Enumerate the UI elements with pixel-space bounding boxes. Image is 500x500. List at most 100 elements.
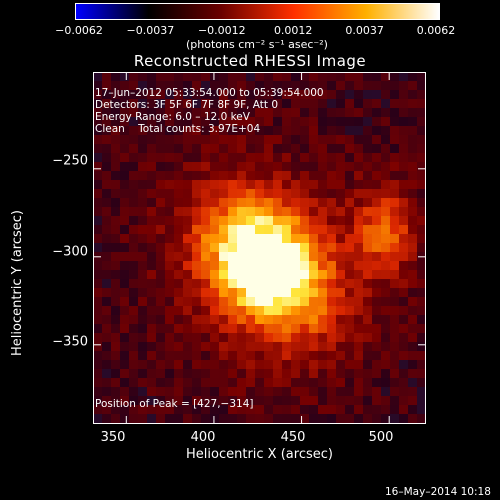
heatmap-cell <box>327 405 337 415</box>
heatmap-cell <box>399 297 409 307</box>
heatmap-cell <box>129 162 139 172</box>
heatmap-cell <box>318 297 328 307</box>
heatmap-cell <box>291 189 301 199</box>
heatmap-cell <box>399 243 409 253</box>
heatmap-cell <box>327 306 337 316</box>
heatmap-cell <box>138 405 148 415</box>
heatmap-cell <box>309 333 319 343</box>
heatmap-cell <box>192 81 202 91</box>
heatmap-cell <box>363 117 373 127</box>
heatmap-cell <box>138 153 148 163</box>
heatmap-cell <box>399 117 409 127</box>
heatmap-cell <box>165 108 175 118</box>
heatmap-cell <box>282 135 292 145</box>
heatmap-cell <box>300 162 310 172</box>
heatmap-cell <box>300 360 310 370</box>
heatmap-cell <box>147 180 157 190</box>
heatmap-cell <box>246 297 256 307</box>
heatmap-cell <box>363 396 373 406</box>
heatmap-cell <box>129 333 139 343</box>
heatmap-cell <box>129 252 139 262</box>
heatmap-cell <box>336 243 346 253</box>
heatmap-cell <box>111 387 121 397</box>
heatmap-cell <box>237 378 247 388</box>
heatmap-cell <box>273 243 283 253</box>
heatmap-cell <box>102 198 112 208</box>
heatmap-cell <box>156 243 166 253</box>
heatmap-cell <box>354 261 364 271</box>
heatmap-cell <box>417 387 426 397</box>
heatmap-cell <box>318 315 328 325</box>
heatmap-cell <box>309 315 319 325</box>
heatmap-cell <box>237 288 247 298</box>
heatmap-cell <box>345 387 355 397</box>
heatmap-cell <box>381 288 391 298</box>
heatmap-cell <box>192 117 202 127</box>
heatmap-cell <box>228 297 238 307</box>
heatmap-cell <box>219 252 229 262</box>
heatmap-cell <box>363 153 373 163</box>
heatmap-cell <box>174 288 184 298</box>
heatmap-cell <box>138 333 148 343</box>
heatmap-cell <box>192 387 202 397</box>
heatmap-cell <box>102 72 112 82</box>
heatmap-cell <box>219 387 229 397</box>
heatmap-cell <box>255 117 265 127</box>
heatmap-cell <box>219 306 229 316</box>
heatmap-cell <box>381 225 391 235</box>
heatmap-cell <box>174 135 184 145</box>
heatmap-cell <box>372 306 382 316</box>
heatmap-cell <box>147 108 157 118</box>
heatmap-cell <box>318 279 328 289</box>
heatmap-cell <box>300 99 310 109</box>
heatmap-cell <box>318 288 328 298</box>
heatmap-cell <box>390 396 400 406</box>
heatmap-cell <box>363 243 373 253</box>
heatmap-cell <box>300 216 310 226</box>
heatmap-cell <box>354 279 364 289</box>
heatmap-cell <box>111 144 121 154</box>
heatmap-cell <box>372 198 382 208</box>
heatmap-cell <box>219 351 229 361</box>
heatmap-cell <box>201 171 211 181</box>
heatmap-cell <box>219 144 229 154</box>
heatmap-cell <box>336 297 346 307</box>
heatmap-cell <box>354 171 364 181</box>
heatmap-cell <box>111 162 121 172</box>
heatmap-cell <box>93 126 103 136</box>
heatmap-cell <box>174 198 184 208</box>
heatmap-cell <box>273 189 283 199</box>
heatmap-cell <box>120 207 130 217</box>
heatmap-cell <box>318 378 328 388</box>
heatmap-cell <box>147 225 157 235</box>
heatmap-cell <box>336 171 346 181</box>
heatmap-cell <box>336 333 346 343</box>
heatmap-cell <box>111 180 121 190</box>
heatmap-cell <box>120 261 130 271</box>
heatmap-cell <box>156 252 166 262</box>
heatmap-cell <box>111 207 121 217</box>
heatmap-cell <box>381 90 391 100</box>
heatmap-cell <box>228 342 238 352</box>
heatmap-cell <box>327 225 337 235</box>
heatmap-cell <box>390 207 400 217</box>
heatmap-cell <box>390 81 400 91</box>
heatmap-cell <box>309 135 319 145</box>
heatmap-cell <box>165 324 175 334</box>
heatmap-cell <box>111 324 121 334</box>
heatmap-cell <box>300 90 310 100</box>
heatmap-cell <box>156 306 166 316</box>
heatmap-cell <box>192 162 202 172</box>
heatmap-cell <box>255 405 265 415</box>
heatmap-cell <box>390 405 400 415</box>
heatmap-cell <box>246 72 256 82</box>
heatmap-cell <box>147 270 157 280</box>
heatmap-cell <box>417 81 426 91</box>
heatmap-cell <box>345 153 355 163</box>
heatmap-cell <box>336 378 346 388</box>
heatmap-cell <box>201 414 211 424</box>
heatmap-cell <box>417 342 426 352</box>
heatmap-cell <box>291 81 301 91</box>
heatmap-cell <box>246 252 256 262</box>
heatmap-cell <box>120 252 130 262</box>
